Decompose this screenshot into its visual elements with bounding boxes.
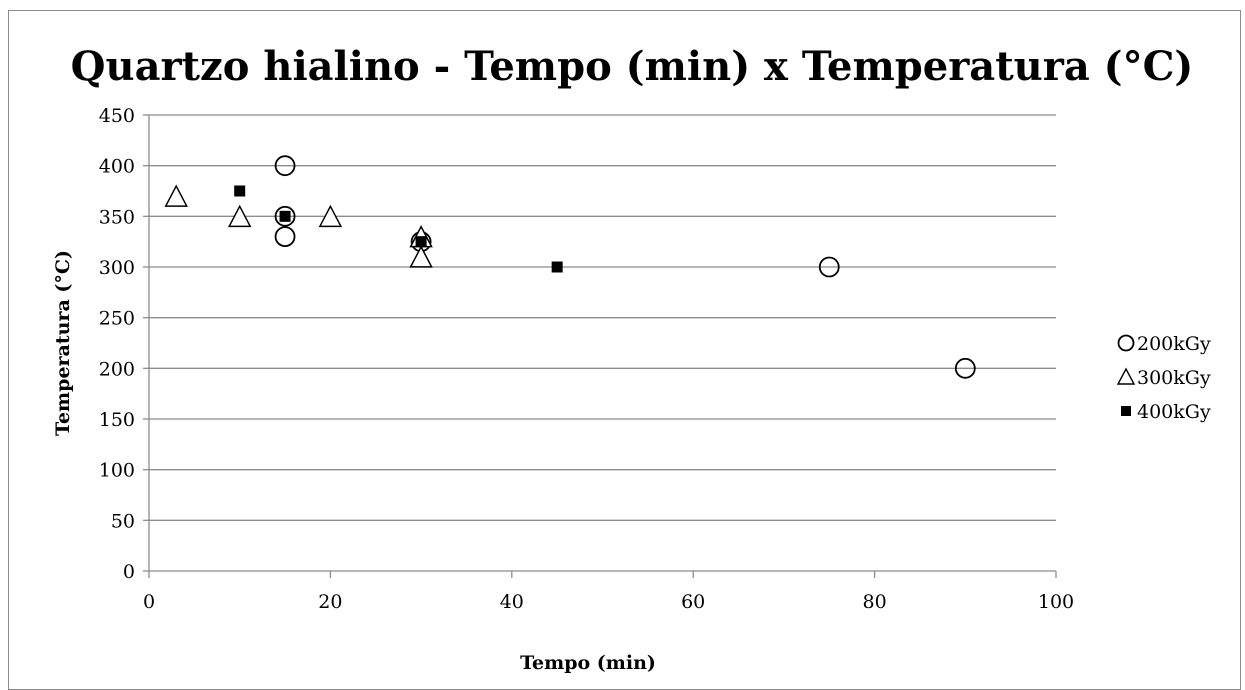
- legend-marker-triangle: [1116, 367, 1136, 385]
- legend-marker-square: [1121, 406, 1131, 416]
- x-tick-label: 80: [863, 591, 887, 613]
- axes: [143, 114, 1057, 578]
- data-point-square: [279, 210, 291, 222]
- y-tick-label: 350: [99, 206, 135, 228]
- data-point-circle: [954, 357, 976, 379]
- chart-title: Quartzo hialino - Tempo (min) x Temperat…: [71, 43, 1194, 90]
- x-tick-label: 60: [681, 591, 705, 613]
- legend-item: 200kGy: [1117, 333, 1211, 355]
- data-point-circle: [274, 226, 296, 248]
- legend-label: 200kGy: [1137, 333, 1211, 355]
- y-axis-title: Temperatura (°C): [52, 250, 74, 436]
- chart-frame: [8, 10, 1241, 690]
- y-tick-label: 250: [99, 308, 135, 330]
- data-point-circle: [274, 155, 296, 177]
- legend-label: 400kGy: [1137, 401, 1211, 423]
- y-tick-label: 100: [99, 460, 135, 482]
- data-point-square: [551, 261, 563, 273]
- y-tick-label: 200: [99, 358, 135, 380]
- x-tick-label: 0: [143, 591, 155, 613]
- x-tick-label: 100: [1038, 591, 1074, 613]
- data-point-triangle: [318, 204, 343, 228]
- x-tick-label: 20: [318, 591, 342, 613]
- legend-label: 300kGy: [1137, 367, 1211, 389]
- data-point-triangle: [227, 204, 252, 228]
- data-point-circle: [818, 256, 840, 278]
- grid-lines: [149, 114, 1056, 521]
- y-tick-label: 150: [99, 409, 135, 431]
- x-tick-label: 40: [500, 591, 524, 613]
- y-tick-label: 0: [123, 561, 135, 583]
- data-point-square: [234, 185, 246, 197]
- x-axis-title: Tempo (min): [520, 652, 656, 674]
- y-tick-label: 300: [99, 257, 135, 279]
- data-point-triangle: [164, 184, 188, 207]
- legend-item: 300kGy: [1116, 367, 1211, 389]
- legend: 200kGy 300kGy 400kGy: [1116, 333, 1211, 423]
- y-tick-label: 50: [111, 510, 135, 532]
- data-point-square: [415, 236, 427, 248]
- data-point-triangle: [409, 245, 433, 268]
- data-point-circle: [274, 205, 296, 227]
- y-tick-label: 450: [99, 105, 135, 127]
- legend-item: 400kGy: [1121, 401, 1211, 423]
- y-tick-label: 400: [99, 156, 135, 178]
- data-points: [164, 155, 976, 379]
- legend-marker-circle: [1117, 334, 1135, 352]
- tick-labels: 0 50 100 150 200 250 300 350 400 450 0 20 40 60 80 100: [99, 105, 1074, 613]
